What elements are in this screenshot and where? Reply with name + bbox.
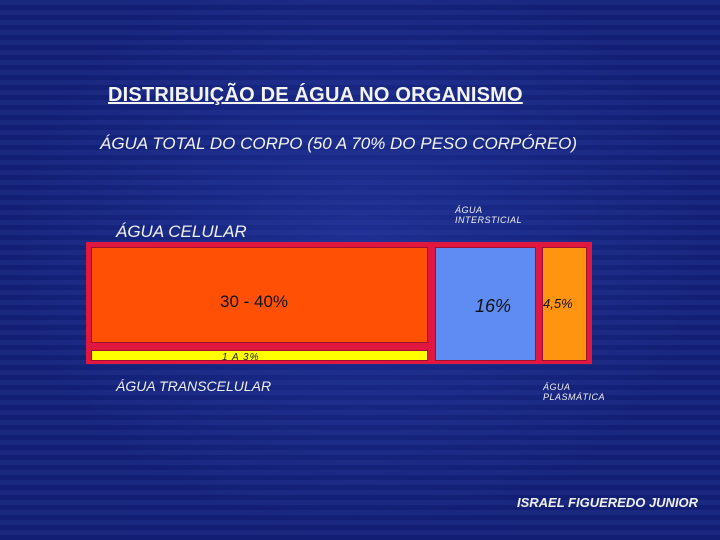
box-agua-celular: 30 - 40% bbox=[91, 247, 428, 343]
value-agua-intersticial: 16% bbox=[475, 296, 512, 316]
author-credit: ISRAEL FIGUEREDO JUNIOR bbox=[517, 495, 699, 510]
box-agua-intersticial: 16% bbox=[435, 247, 536, 361]
slide-subtitle: ÁGUA TOTAL DO CORPO (50 A 70% DO PESO CO… bbox=[100, 134, 578, 153]
label-agua-celular: ÁGUA CELULAR bbox=[116, 222, 247, 241]
label-agua-transcelular: ÁGUA TRANSCELULAR bbox=[116, 378, 272, 394]
label-agua-plasmatica: ÁGUA PLASMÁTICA bbox=[543, 382, 606, 402]
value-agua-transcelular: 1 A 3% bbox=[222, 352, 260, 363]
value-agua-plasmatica: 4,5% bbox=[543, 296, 573, 311]
box-agua-transcelular bbox=[91, 350, 428, 361]
slide-title: DISTRIBUIÇÃO DE ÁGUA NO ORGANISMO bbox=[108, 84, 523, 106]
box-agua-plasmatica: 4,5% bbox=[542, 247, 587, 361]
value-agua-celular: 30 - 40% bbox=[220, 292, 289, 311]
label-agua-intersticial: ÁGUA INTERSTICIAL bbox=[455, 205, 523, 225]
